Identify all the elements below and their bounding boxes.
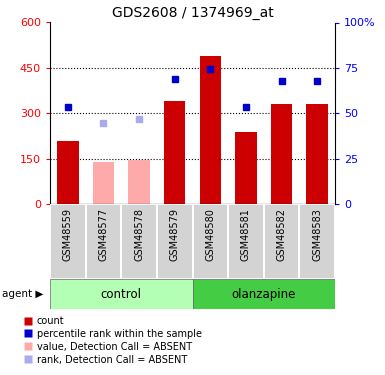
Bar: [192, 279, 335, 309]
Text: GSM48581: GSM48581: [241, 208, 251, 261]
Text: GSM48579: GSM48579: [170, 208, 180, 261]
Bar: [264, 204, 300, 279]
Bar: [228, 204, 264, 279]
Bar: [306, 104, 328, 204]
Bar: [164, 101, 186, 204]
Text: olanzapine: olanzapine: [231, 288, 296, 301]
Text: GSM48577: GSM48577: [99, 208, 109, 261]
Text: GSM48583: GSM48583: [312, 208, 322, 261]
Bar: [300, 204, 335, 279]
Bar: [50, 279, 192, 309]
Bar: [192, 204, 228, 279]
Text: GSM48578: GSM48578: [134, 208, 144, 261]
Bar: [157, 204, 192, 279]
Text: agent ▶: agent ▶: [2, 290, 43, 299]
Bar: [93, 162, 114, 204]
Text: GSM48582: GSM48582: [276, 208, 286, 261]
Text: control: control: [101, 288, 142, 301]
Bar: [50, 204, 85, 279]
Bar: [199, 56, 221, 204]
Title: GDS2608 / 1374969_at: GDS2608 / 1374969_at: [112, 6, 273, 20]
Bar: [121, 204, 157, 279]
Bar: [235, 132, 257, 204]
Bar: [271, 104, 292, 204]
Bar: [85, 204, 121, 279]
Bar: [57, 141, 79, 204]
Text: GSM48559: GSM48559: [63, 208, 73, 261]
Text: GSM48580: GSM48580: [205, 208, 215, 261]
Legend: count, percentile rank within the sample, value, Detection Call = ABSENT, rank, : count, percentile rank within the sample…: [24, 316, 202, 365]
Bar: [128, 159, 150, 204]
